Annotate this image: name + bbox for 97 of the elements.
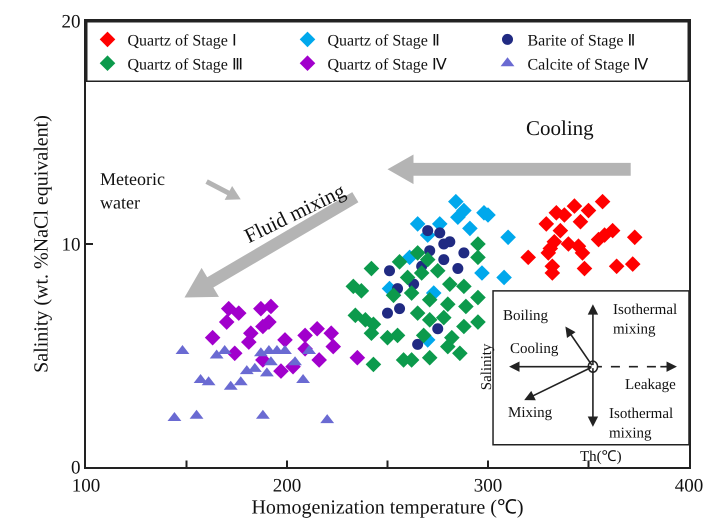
point: [382, 308, 393, 319]
point: [438, 254, 450, 266]
point: [422, 350, 438, 366]
point: [500, 230, 516, 246]
point: [456, 318, 472, 334]
point: [470, 250, 486, 266]
annotation: Isothermal mixing: [609, 406, 674, 442]
annotation: Th(℃): [580, 449, 622, 465]
point: [430, 262, 446, 279]
point: [458, 247, 470, 258]
point: [218, 314, 234, 330]
point: [538, 216, 554, 232]
legend-label: Barite of Stage Ⅱ: [528, 32, 636, 50]
legend-label: Quartz of Stage Ⅰ: [128, 32, 237, 50]
point: [309, 320, 325, 337]
point: [422, 312, 438, 328]
point: [394, 303, 406, 314]
point: [520, 250, 536, 266]
point: [626, 230, 643, 246]
point: [325, 338, 342, 354]
point: [608, 258, 624, 274]
point: [474, 265, 490, 281]
point: [204, 330, 220, 346]
point: [496, 270, 512, 286]
point: [448, 194, 464, 210]
point: [410, 245, 426, 261]
point: [386, 287, 402, 304]
point: [432, 323, 444, 334]
point: [594, 194, 610, 210]
point: [456, 278, 472, 294]
point: [350, 350, 366, 366]
point: [576, 260, 592, 276]
point: [470, 314, 486, 330]
point: [452, 263, 464, 274]
point: [220, 300, 237, 316]
point: [450, 209, 466, 226]
point: [410, 305, 426, 321]
x-tick-label: 400: [674, 476, 704, 497]
point: [422, 225, 434, 236]
point: [263, 298, 279, 314]
point: [462, 220, 478, 236]
point: [422, 292, 438, 308]
point: [452, 345, 468, 362]
annotation: Mixing: [508, 405, 553, 421]
point: [470, 236, 486, 252]
point: [392, 254, 408, 270]
point: [297, 328, 313, 344]
point: [624, 256, 641, 272]
point: [552, 222, 568, 238]
legend-label: Quartz of Stage Ⅱ: [328, 32, 440, 50]
annotation: Fluid mixing: [240, 178, 350, 248]
point: [572, 214, 588, 230]
legend-label: Quartz of Stage Ⅲ: [128, 56, 243, 74]
point: [580, 202, 596, 218]
y-axis-title: Salinity (wt. %NaCl equivalent): [30, 115, 52, 373]
point: [277, 332, 293, 348]
point: [354, 283, 370, 299]
point: [273, 363, 289, 379]
point: [416, 328, 432, 344]
point: [384, 265, 396, 276]
y-tick-label: 10: [61, 234, 80, 256]
point: [323, 325, 340, 341]
point: [566, 198, 582, 214]
annotation: Cooling: [526, 116, 594, 140]
point: [434, 227, 446, 238]
point: [470, 290, 486, 306]
annotation: Leakage: [625, 377, 676, 393]
point: [410, 216, 426, 232]
annotation: Cooling: [510, 341, 559, 357]
point: [400, 270, 416, 286]
point: [366, 356, 382, 372]
point: [390, 328, 406, 344]
point: [442, 276, 458, 292]
point: [230, 305, 247, 321]
point: [458, 298, 474, 314]
x-axis-title: Homogenization temperature (℃): [251, 496, 524, 519]
annotation: Boiling: [503, 308, 549, 324]
point: [364, 260, 380, 276]
point: [412, 338, 424, 350]
point: [226, 345, 243, 362]
annotation: Salinity: [478, 343, 495, 390]
point: [436, 310, 452, 326]
annotation: Isothermal mixing: [613, 302, 678, 338]
legend-label: Quartz of Stage Ⅳ: [328, 56, 447, 74]
x-tick-label: 200: [272, 476, 302, 497]
annotation: Meteoric water: [100, 169, 165, 212]
point: [438, 238, 450, 250]
point: [414, 265, 430, 281]
y-tick-label: 20: [61, 12, 80, 33]
point: [348, 308, 364, 324]
point: [404, 285, 420, 301]
x-tick-label: 300: [474, 476, 502, 497]
legend-label: Calcite of Stage Ⅳ: [528, 56, 649, 74]
point: [420, 252, 436, 268]
point: [440, 296, 456, 312]
point: [311, 352, 327, 368]
point: [440, 338, 456, 354]
